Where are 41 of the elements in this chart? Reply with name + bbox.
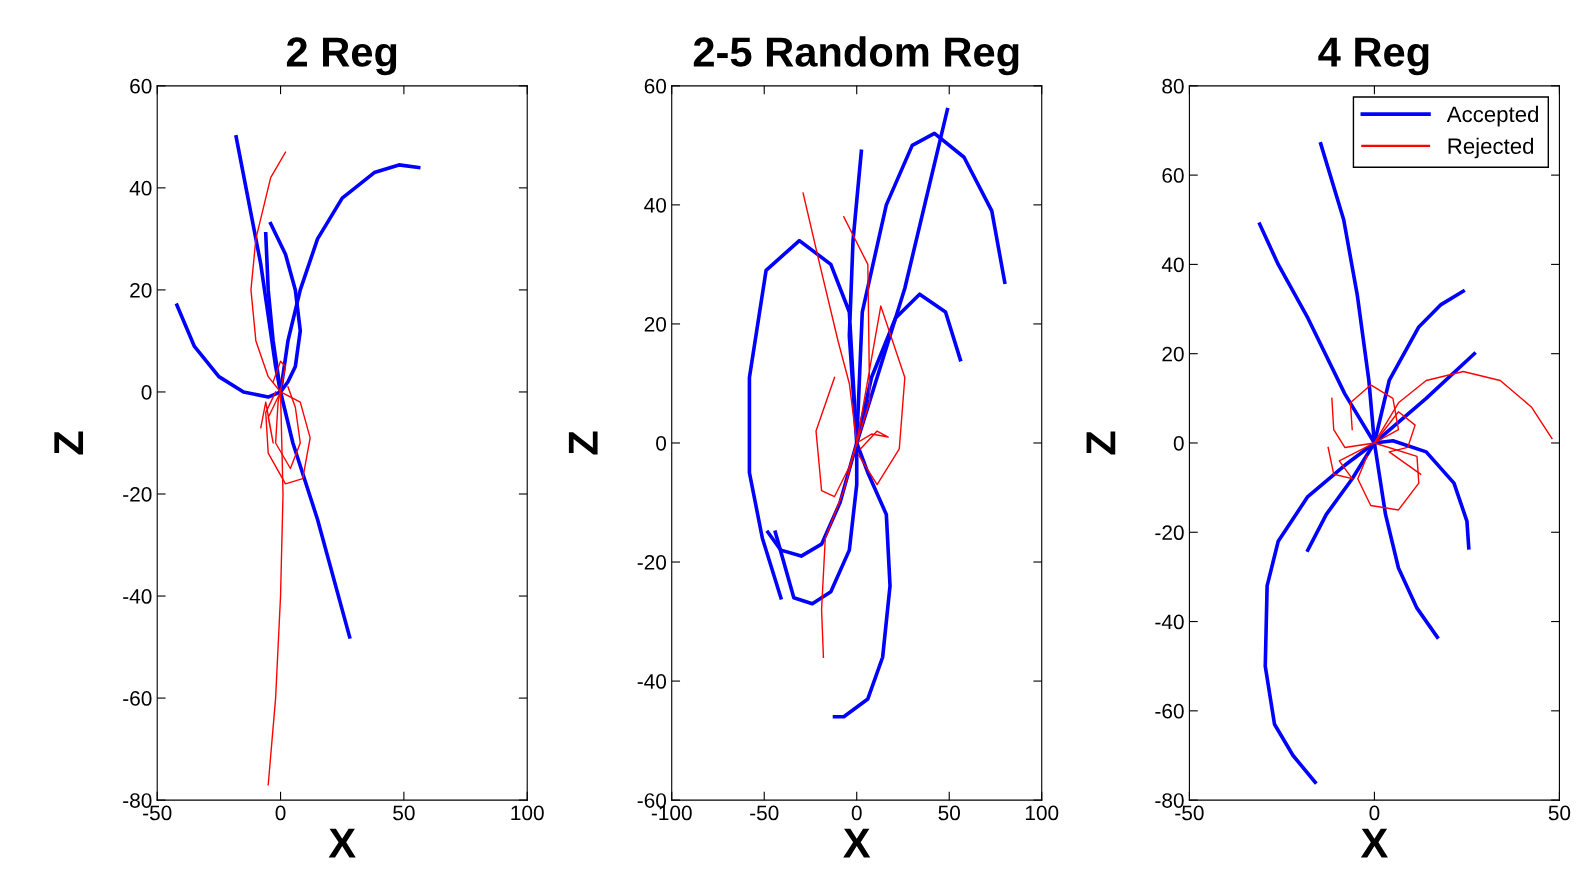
y-tick-label: -40 xyxy=(1155,614,1184,630)
y-tick-label: 0 xyxy=(656,435,667,451)
x-tick-label: 0 xyxy=(1369,805,1380,821)
x-tick-label: 0 xyxy=(275,805,286,821)
y-axis-title: Z xyxy=(54,431,84,455)
x-axis-title: X xyxy=(843,828,871,858)
x-tick-label: -50 xyxy=(750,805,779,821)
y-tick-label: -40 xyxy=(637,674,667,689)
y-tick-label: 0 xyxy=(141,384,152,400)
y-tick-label: -40 xyxy=(123,589,152,604)
x-axis-title: X xyxy=(328,828,356,858)
x-tick-label: 50 xyxy=(393,805,415,821)
y-axis-title: Z xyxy=(568,431,598,455)
x-tick-label: 100 xyxy=(511,805,544,821)
y-tick-label: -60 xyxy=(123,691,152,706)
y-tick-label: 20 xyxy=(1162,346,1184,362)
x-tick-label: 50 xyxy=(938,805,960,821)
chart-title: 2-5 Random Reg xyxy=(693,36,1019,76)
y-tick-label: 40 xyxy=(129,180,152,196)
y-tick-label: -20 xyxy=(1155,525,1184,541)
x-tick-label: 100 xyxy=(1025,805,1059,821)
y-tick-label: -20 xyxy=(637,555,667,570)
y-tick-label: 60 xyxy=(644,78,667,94)
y-tick-label: -60 xyxy=(1155,703,1184,719)
y-tick-label: 20 xyxy=(644,316,667,332)
y-tick-label: 0 xyxy=(1173,435,1184,451)
x-tick-label: 0 xyxy=(851,805,862,821)
chart-title: 2 Reg xyxy=(286,37,397,76)
y-tick-label: 60 xyxy=(130,78,152,94)
y-tick-label: 40 xyxy=(644,197,667,213)
y-axis-title: Z xyxy=(1086,431,1116,455)
x-tick-label: 50 xyxy=(1548,805,1571,821)
x-axis-title: X xyxy=(1360,828,1388,858)
y-tick-label: 40 xyxy=(1161,257,1184,273)
y-tick-label: 60 xyxy=(1162,168,1184,183)
y-tick-label: 80 xyxy=(1162,78,1184,94)
y-tick-label: -20 xyxy=(123,487,152,502)
y-tick-label: 20 xyxy=(130,282,152,298)
legend-label: Accepted xyxy=(1446,105,1538,127)
legend-label: Rejected xyxy=(1448,137,1534,159)
chart-title: 4 Reg xyxy=(1318,37,1429,76)
